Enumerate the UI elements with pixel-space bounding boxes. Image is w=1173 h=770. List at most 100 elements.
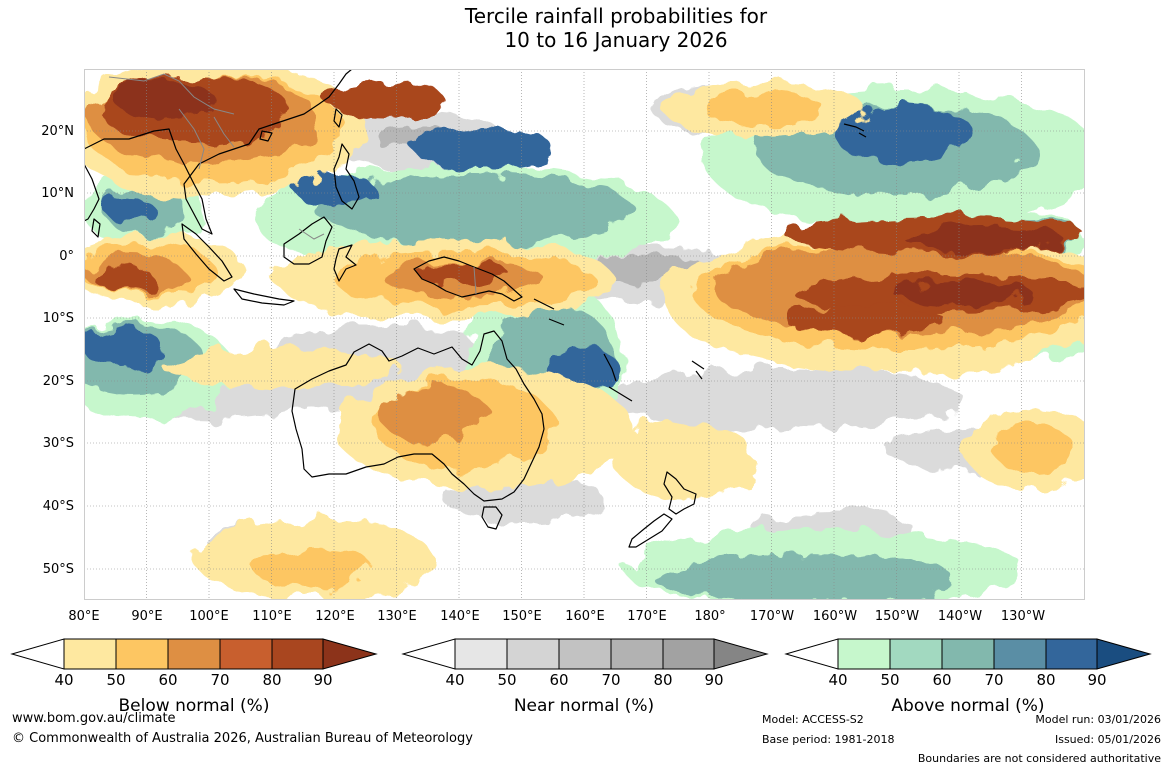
colorbar-tick: 70	[210, 671, 230, 689]
probability-shading	[84, 69, 1085, 600]
taiwan-coastline	[333, 108, 343, 128]
colorbar-segment	[558, 638, 612, 670]
sulawesi-coastline	[333, 244, 357, 282]
australia-coastline	[291, 330, 545, 502]
lat-label: 0°	[59, 249, 74, 264]
colorbar-segment	[662, 638, 715, 670]
colorbar-tick: 50	[880, 671, 900, 689]
colorbar-segment	[271, 638, 324, 670]
gridlines	[84, 69, 1085, 600]
colorbar-segment	[115, 638, 169, 670]
bom-website-link[interactable]: www.bom.gov.au/climate	[12, 711, 176, 726]
colorbar-tick: 90	[1087, 671, 1107, 689]
lon-label: 170°W	[749, 609, 795, 624]
lon-label: 120°E	[315, 609, 355, 624]
java-coastline	[233, 288, 295, 306]
colorbar-tick: 50	[106, 671, 126, 689]
colorbar-tick: 60	[158, 671, 178, 689]
colorbar-segment	[993, 638, 1047, 670]
colorbar-tick: 80	[653, 671, 673, 689]
legend-label-near-normal: Near normal (%)	[513, 696, 655, 716]
tasmania-coastline	[481, 506, 503, 530]
asia-mainland-coastline	[84, 69, 353, 235]
colorbar-segment	[506, 638, 560, 670]
colorbar-segment	[401, 638, 456, 670]
colorbar-segment	[454, 638, 508, 670]
hawaii-islands	[843, 123, 867, 138]
colorbar-segment	[889, 638, 943, 670]
colorbar-segment	[1096, 638, 1152, 670]
colorbar-tick: 40	[445, 671, 465, 689]
sri-lanka-coastline	[91, 218, 101, 238]
colorbar-segment	[610, 638, 664, 670]
lat-label: 10°S	[42, 311, 74, 326]
map-title: Tercile rainfall probabilities for 10 to…	[0, 4, 1173, 52]
colorbar-near-normal	[401, 638, 769, 670]
new-zealand-south-island	[628, 513, 673, 548]
lat-label: 20°S	[42, 374, 74, 389]
lon-label: 130°W	[1000, 609, 1046, 624]
issued-date: Issued: 05/01/2026	[1054, 733, 1161, 746]
lon-label: 130°E	[377, 609, 417, 624]
model-name: Model: ACCESS-S2	[762, 713, 864, 726]
new-guinea-coastline	[413, 256, 523, 302]
legend-label-above-normal: Above normal (%)	[891, 696, 1045, 716]
lon-label: 160°W	[812, 609, 858, 624]
lat-label: 10°N	[41, 186, 74, 201]
lon-label: 110°E	[252, 609, 292, 624]
borneo-coastline	[283, 216, 333, 265]
solomon-islands	[533, 298, 565, 326]
fiji-islands	[691, 360, 705, 380]
colorbar-tick: 90	[704, 671, 724, 689]
lat-label: 40°S	[42, 499, 74, 514]
hainan-coastline	[259, 130, 273, 142]
india-coastline	[84, 163, 100, 222]
colorbar-tick: 50	[497, 671, 517, 689]
map-frame	[84, 69, 1085, 600]
legend-label-below-normal: Below normal (%)	[118, 696, 270, 716]
philippines-coastline	[333, 143, 360, 210]
colorbar-tick: 80	[1036, 671, 1056, 689]
rainfall-probability-map	[84, 69, 1085, 600]
vanuatu-islands	[603, 353, 617, 382]
colorbar-segment	[322, 638, 378, 670]
lon-label: 80°E	[68, 609, 100, 624]
boundaries-disclaimer: Boundaries are not considered authoritat…	[917, 752, 1161, 765]
colorbar-segment	[713, 638, 769, 670]
model-run-date: Model run: 03/01/2026	[1035, 713, 1161, 726]
colorbar-segment	[63, 638, 117, 670]
colorbar-segment	[941, 638, 995, 670]
colorbar-tick: 60	[932, 671, 952, 689]
colorbar-tick: 70	[984, 671, 1004, 689]
lon-label: 180°	[694, 609, 726, 624]
lon-label: 150°W	[874, 609, 920, 624]
country-boundaries	[108, 73, 477, 295]
colorbar-tick: 70	[601, 671, 621, 689]
lat-label: 50°S	[42, 562, 74, 577]
colorbar-tick: 90	[313, 671, 333, 689]
new-zealand-north-island	[663, 471, 697, 515]
colorbar-tick: 80	[262, 671, 282, 689]
lon-label: 140°W	[937, 609, 983, 624]
lat-label: 30°S	[42, 436, 74, 451]
copyright-text: © Commonwealth of Australia 2026, Austra…	[12, 731, 473, 746]
colorbar-segment	[167, 638, 221, 670]
colorbar-tick: 40	[54, 671, 74, 689]
lon-label: 100°E	[189, 609, 229, 624]
base-period: Base period: 1981-2018	[762, 733, 895, 746]
coastlines	[84, 69, 867, 548]
map-title-line2: 10 to 16 January 2026	[504, 28, 728, 52]
colorbar-tick: 60	[549, 671, 569, 689]
lon-label: 150°E	[502, 609, 542, 624]
colorbar-segment	[10, 638, 65, 670]
sumatra-coastline	[181, 223, 233, 282]
colorbar-segment	[784, 638, 839, 670]
colorbar-segment	[219, 638, 273, 670]
colorbar-tick: 40	[828, 671, 848, 689]
colorbar-segment	[837, 638, 891, 670]
map-title-line1: Tercile rainfall probabilities for	[464, 4, 768, 28]
new-caledonia	[608, 386, 633, 402]
colorbar-above-normal	[784, 638, 1152, 670]
lat-label: 20°N	[41, 124, 74, 139]
lon-label: 90°E	[131, 609, 163, 624]
